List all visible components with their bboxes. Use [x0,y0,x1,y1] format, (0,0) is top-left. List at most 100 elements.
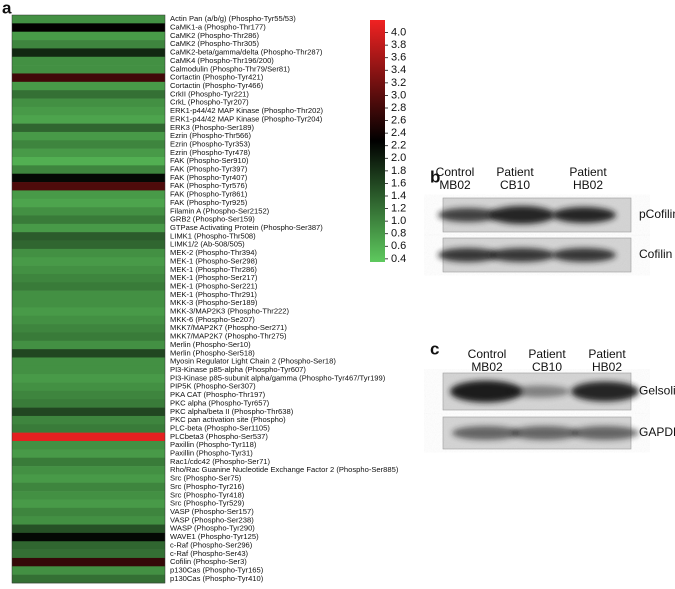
row-label: GRB2 (Phospho-Ser159) [170,215,255,224]
blot-band [571,426,639,440]
colorbar-tick-label: 1.2 [391,202,406,214]
blot-band [438,208,498,222]
colorbar-tick-label: 3.2 [391,77,406,89]
row-label: CaMK1-a (Phospho-Thr177) [170,23,266,32]
heatmap-cell [12,541,165,550]
row-label: MEK-1 (Phospho-Thr286) [170,265,257,274]
heatmap-cell [12,390,165,400]
lane-header: Patient [528,347,566,361]
heatmap-cell [12,574,165,584]
row-label: Ezrin (Phospho-Tyr478) [170,148,251,157]
heatmap-cell [12,532,165,542]
heatmap-cell [12,265,165,275]
heatmap-cell [12,273,165,283]
heatmap-cell [12,257,165,266]
row-label: Src (Phospho-Tyr529) [170,499,245,508]
row-label: MKK7/MAP2K7 (Phospho-Ser271) [170,323,287,332]
heatmap-cell [12,399,165,408]
colorbar-tick-label: 0.4 [391,253,406,265]
colorbar-tick-label: 2.6 [391,114,406,126]
heatmap-cell [12,223,165,233]
blot-row-label: GAPDH [639,425,675,439]
heatmap-cell [12,98,165,108]
heatmap-cell [12,415,165,425]
row-label: ERK3 (Phospho-Ser189) [170,123,254,132]
row-label: PKA CAT (Phospho-Thr197) [170,390,266,399]
heatmap-cell [12,357,165,367]
heatmap-cell [12,524,165,534]
row-label: MEK-1 (Phospho-Ser217) [170,273,258,282]
heatmap-cell [12,482,165,492]
heatmap-cell [12,15,165,24]
heatmap-cell [12,190,165,200]
lane-header: HB02 [573,178,603,192]
heatmap-cell [12,131,165,141]
heatmap-cell [12,491,165,500]
colorbar-tick-label: 1.4 [391,190,406,202]
heatmap-cell [12,382,165,392]
row-label: ERK1-p44/42 MAP Kinase (Phospho-Thr202) [170,106,324,115]
colorbar-tick-label: 3.4 [391,64,406,76]
row-label: MKK7/MAP2K7 (Phospho-Thr275) [170,332,287,341]
row-label: PI3-Kinase p85-alpha (Phospho-Tyr607) [170,365,306,374]
heatmap-cell [12,232,165,241]
row-label: FAK (Phospho-Tyr576) [170,181,248,190]
blot-band [511,426,579,440]
row-label: Src (Phospho-Ser75) [170,474,242,483]
row-label: PIP5K (Phospho-Ser307) [170,382,256,391]
row-label: MKK-3/MAP2K3 (Phospho-Thr222) [170,307,289,316]
colorbar-tick-label: 0.8 [391,228,406,240]
lane-header: HB02 [592,360,622,374]
row-label: ERK1-p44/42 MAP Kinase (Phospho-Tyr204) [170,114,323,123]
heatmap-cell [12,215,165,225]
colorbar-tick-label: 2.4 [391,127,406,139]
row-label: Ezrin (Phospho-Thr566) [170,131,252,140]
row-label: Src (Phospho-Tyr216) [170,482,245,491]
heatmap-cell [12,424,165,433]
heatmap-cell [12,106,165,116]
row-label: MKK-3 (Phospho-Ser189) [170,298,258,307]
panel-label: c [430,339,439,358]
heatmap-cell [12,516,165,525]
heatmap-cell [12,307,165,317]
lane-header: CB10 [532,360,562,374]
heatmap-cell [12,566,165,575]
heatmap-cell [12,148,165,158]
heatmap-cell [12,115,165,124]
row-label: c-Raf (Phospho-Ser43) [170,549,249,558]
blot-band [552,207,616,223]
heatmap-cell [12,474,165,484]
lane-header: MB02 [439,178,471,192]
heatmap-cell [12,299,165,308]
heatmap-cell [12,365,165,375]
blot-band [452,426,520,440]
heatmap-cell [12,198,165,208]
blot-band [552,248,616,262]
panel-label: a [2,0,12,17]
row-label: PKC alpha (Phospho-Tyr657) [170,398,270,407]
colorbar-tick-label: 1.0 [391,215,406,227]
row-label: Rac1/cdc42 (Phospho-Ser71) [170,457,271,466]
lane-header: Patient [588,347,626,361]
heatmap-cell [12,182,165,191]
blot-band [489,206,555,224]
row-label: WASP (Phospho-Tyr290) [170,524,255,533]
row-label: CaMK2-beta/gamma/delta (Phospho-Thr287) [170,48,323,57]
row-label: PI3-Kinase p85-subunit alpha/gamma (Phos… [170,373,386,382]
row-label: PKC pan activation site (Phospho) [170,415,286,424]
colorbar [370,20,385,262]
heatmap-cell [12,73,165,83]
heatmap-cell [12,557,165,567]
row-label: Ezrin (Phospho-Tyr353) [170,139,251,148]
row-label: Src (Phospho-Tyr418) [170,490,245,499]
heatmap-cell [12,374,165,383]
blot-band [489,248,555,262]
row-label: MEK-2 (Phospho-Thr394) [170,248,257,257]
heatmap-cell [12,340,165,350]
heatmap-cell [12,56,165,66]
row-label: Rho/Rac Guanine Nucleotide Exchange Fact… [170,465,399,474]
heatmap-cell [12,315,165,325]
heatmap-cell [12,140,165,149]
heatmap-cell [12,324,165,333]
row-label: Merlin (Phospho-Ser10) [170,340,251,349]
